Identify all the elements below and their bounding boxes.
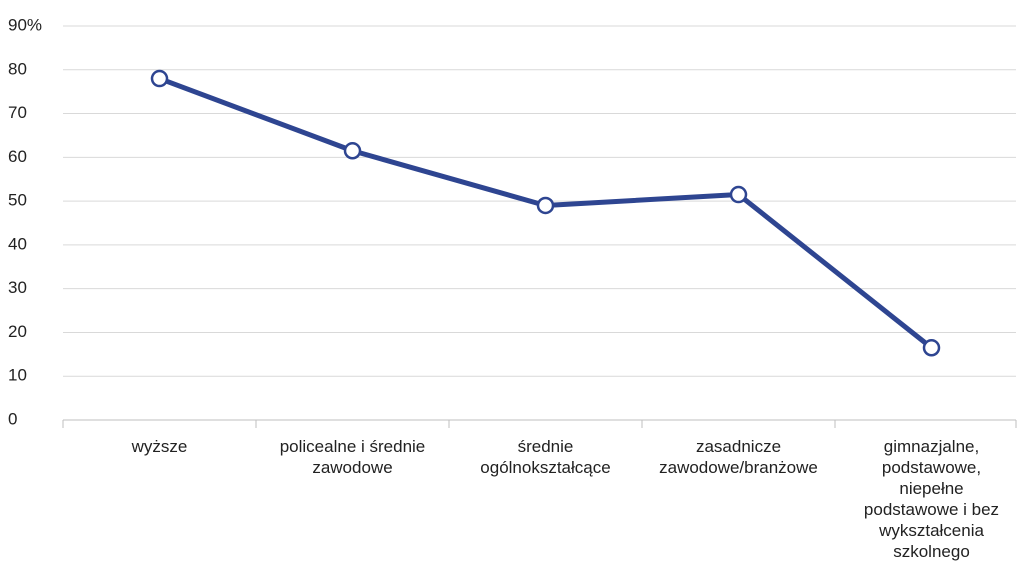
y-tick-label: 20 <box>8 322 27 341</box>
x-tick-label: gimnazjalne, podstawowe, niepełne podstawow… <box>864 437 999 561</box>
y-tick-label: 0 <box>8 409 17 428</box>
y-tick-label: 80 <box>8 59 27 78</box>
y-tick-label: 50 <box>8 191 27 210</box>
x-tick-label: wyższe <box>131 437 188 456</box>
x-tick-label: zasadnicze zawodowe/branżowe <box>659 437 818 477</box>
point-marker <box>343 142 362 160</box>
y-tick-label: 90% <box>8 15 42 34</box>
point-marker <box>150 69 169 88</box>
point-marker <box>536 196 555 215</box>
y-tick-label: 70 <box>8 103 27 122</box>
y-tick-label: 10 <box>8 366 27 385</box>
point-marker <box>729 185 748 204</box>
y-tick-label: 30 <box>8 278 27 297</box>
y-tick-label: 60 <box>8 147 27 166</box>
x-tick-label: średnie ogólnokształcące <box>480 437 610 477</box>
x-tick-label: policealne i średnie zawodowe <box>280 437 426 477</box>
point-marker <box>922 339 941 357</box>
y-tick-label: 40 <box>8 234 27 253</box>
